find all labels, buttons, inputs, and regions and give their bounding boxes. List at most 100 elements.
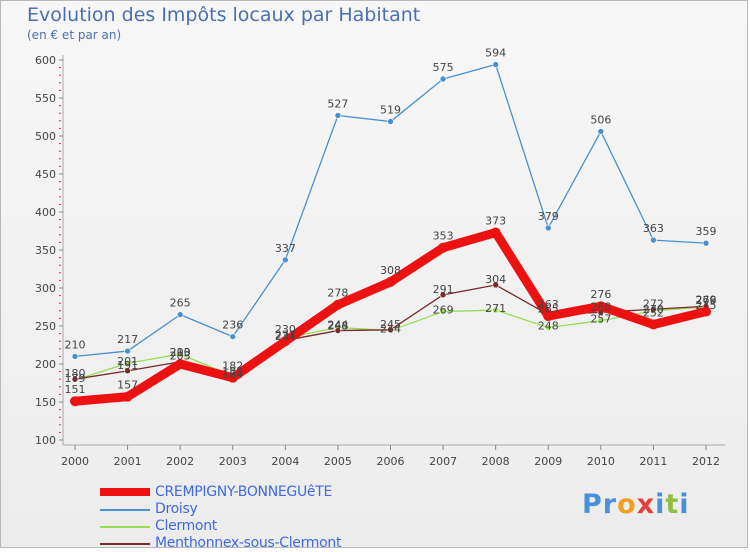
- data-point-menthonnex: [650, 305, 657, 313]
- x-tick-label: 2009: [534, 455, 562, 468]
- data-point-droisy: [387, 118, 394, 125]
- x-tick-label: 2002: [166, 455, 194, 468]
- y-tick-label: 200: [35, 358, 56, 371]
- data-point-crempigny: [648, 319, 659, 330]
- y-tick-label: 400: [35, 206, 56, 219]
- data-label-crempigny: 200: [170, 346, 191, 359]
- y-tick-label: 450: [35, 168, 56, 181]
- data-point-droisy: [702, 239, 710, 247]
- data-label-menthonnex: 268: [590, 300, 611, 313]
- chart-title: Evolution des Impôts locaux par Habitant: [27, 4, 421, 26]
- data-point-droisy: [492, 61, 499, 68]
- y-tick-label: 350: [35, 244, 56, 257]
- logo-letter: o: [617, 489, 637, 520]
- data-label-crempigny: 278: [327, 287, 348, 300]
- legend-label-clermont: Clermont: [155, 518, 217, 534]
- x-tick-label: 2010: [587, 455, 615, 468]
- data-label-clermont: 275: [696, 299, 717, 312]
- data-point-droisy: [282, 256, 289, 264]
- legend-swatch-droisy: [100, 509, 150, 511]
- data-point-menthonnex: [387, 326, 394, 334]
- data-point-droisy: [597, 128, 605, 135]
- data-label-menthonnex: 265: [538, 303, 559, 316]
- y-tick-label: 500: [35, 130, 56, 143]
- data-label-droisy: 217: [117, 333, 138, 346]
- data-label-clermont: 201: [117, 355, 138, 368]
- data-point-clermont: [176, 350, 184, 358]
- data-label-clermont: 234: [275, 330, 296, 343]
- data-label-droisy: 519: [380, 104, 401, 117]
- data-point-clermont: [439, 308, 447, 315]
- data-point-clermont: [597, 317, 605, 324]
- data-label-droisy: 359: [696, 225, 717, 238]
- data-label-crempigny: 308: [380, 264, 401, 277]
- data-label-crempigny: 157: [117, 379, 138, 392]
- data-label-menthonnex: 276: [696, 294, 717, 307]
- legend-swatch-crempigny: [100, 488, 150, 496]
- logo-letter: i: [655, 489, 666, 520]
- data-label-menthonnex: 291: [433, 283, 454, 296]
- data-label-droisy: 506: [590, 113, 611, 126]
- data-label-crempigny: 263: [538, 298, 559, 311]
- data-label-menthonnex: 180: [65, 367, 86, 380]
- data-label-droisy: 575: [433, 61, 454, 74]
- data-label-clermont: 248: [327, 320, 348, 333]
- data-label-clermont: 184: [222, 368, 243, 381]
- data-label-menthonnex: 245: [380, 318, 401, 331]
- data-label-droisy: 527: [327, 97, 348, 110]
- data-label-droisy: 210: [65, 338, 86, 351]
- data-label-clermont: 257: [590, 313, 611, 326]
- y-tick-label: 600: [35, 54, 56, 67]
- data-label-clermont: 269: [433, 304, 454, 317]
- data-label-clermont: 213: [170, 346, 191, 359]
- data-label-crempigny: 230: [275, 323, 296, 336]
- x-tick-label: 2000: [61, 455, 89, 468]
- data-label-menthonnex: 203: [170, 350, 191, 363]
- data-point-crempigny: [701, 306, 711, 317]
- data-point-crempigny: [227, 372, 238, 383]
- data-point-droisy: [176, 311, 184, 318]
- data-label-droisy: 265: [170, 297, 191, 310]
- data-label-droisy: 236: [222, 319, 243, 332]
- data-point-droisy: [229, 333, 237, 340]
- data-point-menthonnex: [439, 291, 447, 299]
- data-label-crempigny: 252: [643, 306, 664, 319]
- data-point-crempigny: [385, 276, 396, 287]
- data-label-menthonnex: 244: [327, 319, 348, 332]
- data-point-droisy: [544, 224, 552, 232]
- legend-label-crempigny: CREMPIGNY-BONNEGUêTE: [155, 484, 333, 500]
- data-label-clermont: 271: [485, 302, 506, 315]
- data-label-droisy: 594: [485, 47, 506, 60]
- data-label-menthonnex: 304: [485, 273, 506, 286]
- data-point-crempigny: [543, 311, 554, 322]
- legend-label-menthonnex: Menthonnex-sous-Clermont: [155, 535, 342, 551]
- x-tick-label: 2012: [692, 455, 720, 468]
- data-point-clermont: [544, 324, 552, 331]
- data-label-crempigny: 373: [485, 215, 506, 228]
- data-label-clermont: 179: [65, 372, 86, 385]
- data-point-menthonnex: [492, 281, 499, 289]
- logo-letter: x: [636, 489, 656, 520]
- data-point-crempigny: [70, 396, 80, 407]
- legend-swatch-menthonnex: [100, 543, 150, 545]
- data-label-clermont: 248: [538, 320, 559, 333]
- chart-subtitle: (en € et par an): [27, 28, 122, 42]
- data-point-crempigny: [438, 242, 449, 253]
- x-tick-label: 2005: [324, 455, 352, 468]
- data-label-clermont: 270: [643, 303, 664, 316]
- logo-letter: t: [665, 489, 680, 520]
- data-point-clermont: [124, 359, 131, 367]
- data-label-droisy: 379: [538, 210, 559, 223]
- data-point-droisy: [650, 236, 657, 244]
- x-tick-label: 2007: [429, 455, 457, 468]
- data-label-menthonnex: 183: [222, 365, 243, 378]
- data-point-crempigny: [490, 227, 501, 238]
- data-point-crempigny: [122, 391, 133, 402]
- data-point-droisy: [71, 353, 79, 360]
- y-tick-label: 100: [35, 434, 56, 447]
- x-tick-label: 2003: [219, 455, 247, 468]
- y-tick-label: 250: [35, 320, 56, 333]
- data-label-droisy: 337: [275, 242, 296, 255]
- data-point-clermont: [492, 306, 499, 314]
